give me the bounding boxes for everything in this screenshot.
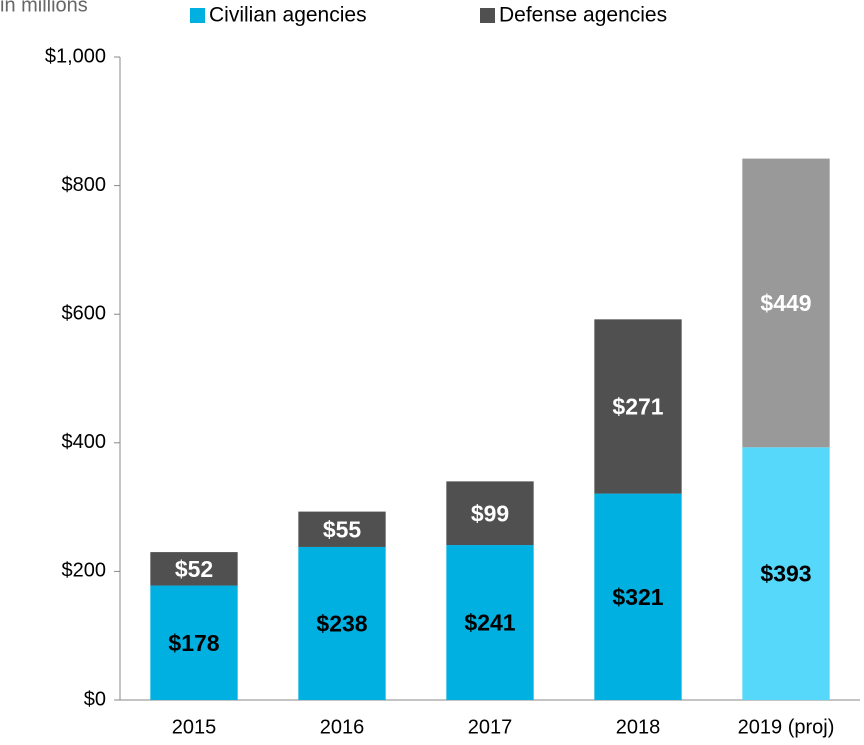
legend-swatch xyxy=(480,8,495,23)
value-label: $99 xyxy=(471,500,509,526)
value-label: $238 xyxy=(316,611,367,637)
legend-swatch xyxy=(190,8,205,23)
x-tick-label: 2017 xyxy=(468,716,513,738)
value-label: $321 xyxy=(612,584,663,610)
value-label: $449 xyxy=(760,290,811,316)
x-tick-label: 2016 xyxy=(320,716,365,738)
y-tick-label: $400 xyxy=(62,431,107,453)
value-label: $271 xyxy=(612,394,663,420)
bar-segment xyxy=(742,158,830,448)
value-label: $52 xyxy=(175,556,213,582)
chart-subtitle: in millions xyxy=(0,0,88,16)
x-tick-label: 2019 (proj) xyxy=(738,716,835,738)
x-tick-label: 2015 xyxy=(172,716,217,738)
bar-segment xyxy=(298,546,386,700)
y-tick-label: $600 xyxy=(62,302,107,324)
value-label: $393 xyxy=(760,561,811,587)
bar-segment xyxy=(446,545,534,700)
y-tick-label: $1,000 xyxy=(45,45,106,67)
y-tick-label: $200 xyxy=(62,560,107,582)
bar-segment xyxy=(594,493,682,700)
bar-segment xyxy=(298,511,386,547)
legend-label: Civilian agencies xyxy=(209,4,367,27)
bar-segment xyxy=(446,481,534,546)
legend-label: Defense agencies xyxy=(499,4,667,27)
bar-segment xyxy=(150,552,238,586)
bar-segment xyxy=(594,319,682,494)
value-label: $55 xyxy=(323,516,362,542)
bar-segment xyxy=(742,447,830,700)
bar-segment xyxy=(150,585,238,700)
x-tick-label: 2018 xyxy=(616,716,661,738)
value-label: $241 xyxy=(464,610,515,636)
y-tick-label: $0 xyxy=(84,688,106,710)
value-label: $178 xyxy=(168,630,219,656)
y-tick-label: $800 xyxy=(62,174,107,196)
